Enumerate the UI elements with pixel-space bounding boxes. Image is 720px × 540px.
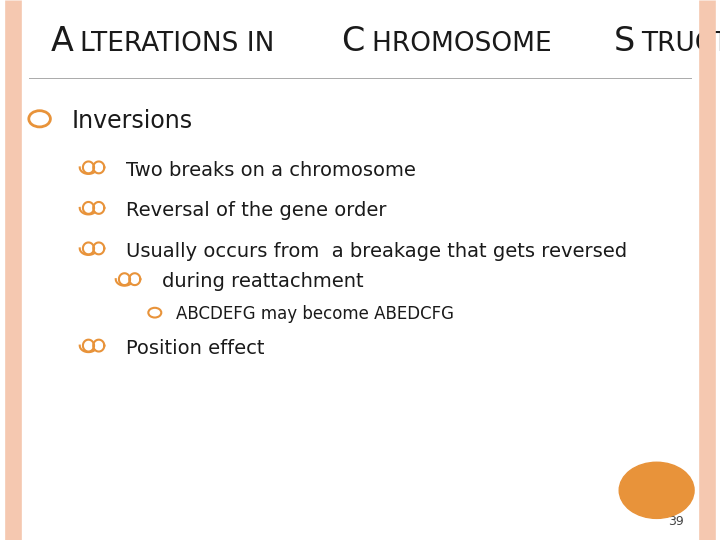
Text: 39: 39: [668, 515, 684, 528]
Text: C: C: [341, 25, 365, 58]
Text: LTERATIONS IN: LTERATIONS IN: [80, 31, 283, 57]
Text: TRUCTURE: TRUCTURE: [642, 31, 720, 57]
Text: Usually occurs from  a breakage that gets reversed: Usually occurs from a breakage that gets…: [126, 241, 627, 261]
Text: S: S: [614, 25, 635, 58]
Text: during reattachment: during reattachment: [162, 272, 364, 292]
Text: ABCDEFG may become ABEDCFG: ABCDEFG may become ABEDCFG: [176, 305, 454, 323]
Text: Inversions: Inversions: [72, 110, 193, 133]
Circle shape: [619, 462, 694, 518]
Text: A: A: [50, 25, 73, 58]
Text: Position effect: Position effect: [126, 339, 264, 358]
Text: HROMOSOME: HROMOSOME: [372, 31, 559, 57]
Text: Two breaks on a chromosome: Two breaks on a chromosome: [126, 160, 416, 180]
Text: Reversal of the gene order: Reversal of the gene order: [126, 201, 387, 220]
